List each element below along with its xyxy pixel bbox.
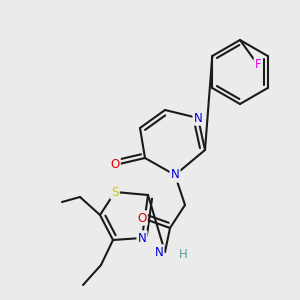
Text: F: F (255, 58, 261, 71)
Text: O: O (110, 158, 120, 172)
Text: S: S (111, 185, 119, 199)
Text: H: H (178, 248, 188, 260)
Text: N: N (171, 169, 179, 182)
Text: O: O (137, 212, 147, 224)
Text: N: N (154, 245, 164, 259)
Text: N: N (138, 232, 146, 244)
Text: N: N (194, 112, 202, 124)
